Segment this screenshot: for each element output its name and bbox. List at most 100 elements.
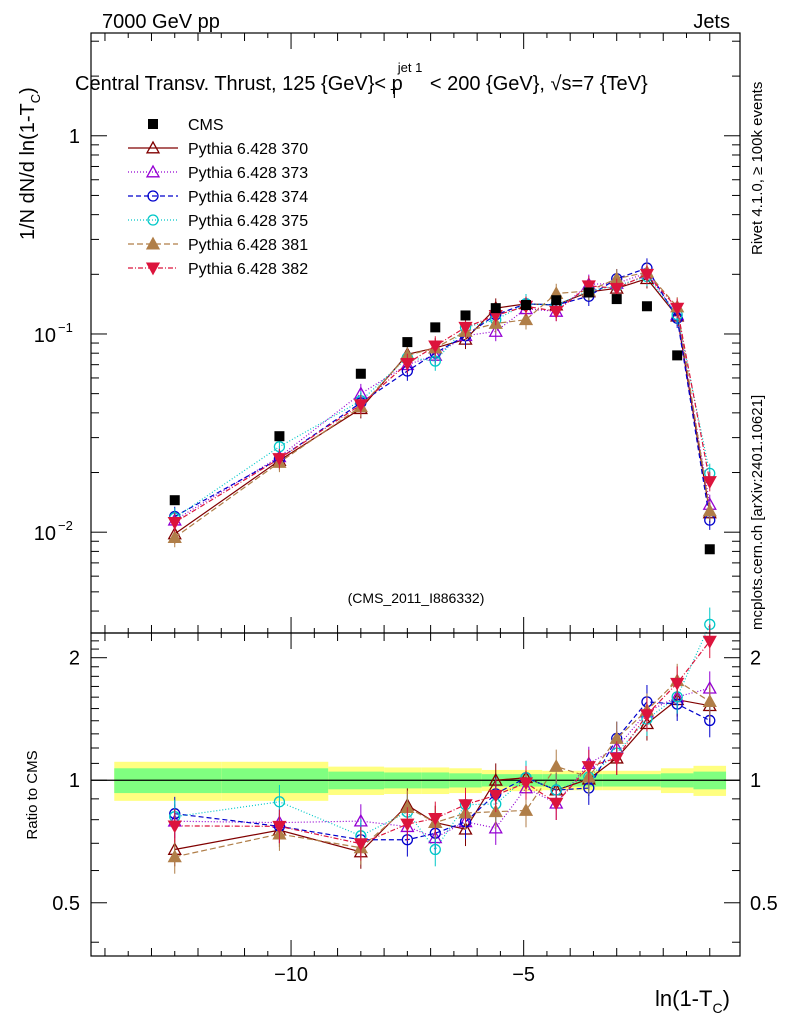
series-line [174,273,711,523]
data-point [702,476,717,489]
chart-title-main: Central Transv. Thrust, 125 {GeV}< p [75,73,403,95]
data-point [428,340,443,354]
data-layer [169,287,715,555]
ratio-point [167,849,182,863]
legend-entry: Pythia 6.428 374 [128,189,308,206]
data-point [400,358,415,371]
data-point [458,321,473,335]
legend-marker [148,119,158,129]
ratio-y-tick-label-right: 2 [750,648,761,670]
x-axis-label: ln(1-TC) [655,986,730,1016]
ratio-point [518,777,534,791]
legend-marker [145,140,161,154]
legend-marker [147,190,159,202]
data-point [702,503,717,517]
legend-entry: Pythia 6.428 375 [128,213,308,230]
cms-data-point [490,303,501,314]
ratio-point [400,818,415,832]
data-point [488,324,503,337]
ratio-point [429,843,441,856]
cms-data-point [611,294,622,305]
mcplots-label: mcplots.cern.ch [arXiv:2401.10621] [749,395,766,630]
ratio-point [609,752,624,766]
data-point [167,530,182,543]
main-y-label-text: 1/N dN/d ln(1-T [17,103,39,240]
legend-entry: Pythia 6.428 382 [128,261,308,278]
ratio-series-line [174,701,711,841]
ratio-point [702,635,717,649]
main-y-axis-label: 1/N dN/d ln(1-TC) [17,87,43,240]
legend-entry: Pythia 6.428 381 [128,236,308,254]
series-layer [167,258,717,874]
legend-label: Pythia 6.428 375 [188,213,308,230]
y-tick-label: 1 [69,126,80,148]
chart-title-tail: < 200 {GeV}, √s=7 {TeV} [424,73,648,95]
cms-data-point [430,322,441,333]
legend: CMS Pythia 6.428 370 Pythia 6.428 373 Pythi… [128,117,308,278]
y-tick-exponent: −2 [58,518,73,533]
ratio-series-line [174,640,711,845]
y-tick-label: 10 [34,325,56,347]
legend-marker [147,214,159,226]
ratio-point [581,761,596,774]
cms-data-point [460,310,471,321]
cms-data-point [520,300,531,311]
legend-marker [145,236,161,250]
cms-data-point [274,431,285,442]
ratio-y-tick-label: 1 [69,770,80,792]
rivet-version-label: Rivet 4.1.0, ≥ 100k events [749,82,766,255]
ratio-y-axis-label: Ratio to CMS [24,750,41,839]
series-line [174,275,711,519]
data-point [639,268,655,282]
legend-label: Pythia 6.428 374 [188,189,308,206]
y-tick-label: 10 [34,523,56,545]
ratio-uncertainty-bands [91,761,740,801]
y-tick-exponent: −1 [58,320,73,335]
ratio-y-tick-label-right: 0.5 [750,893,778,915]
ratio-series-line [174,699,710,853]
legend-label: Pythia 6.428 382 [188,261,308,278]
ratio-point [272,820,287,834]
legend-label: CMS [188,117,224,134]
ratio-point [518,803,534,816]
analysis-label: (CMS_2011_I886332) [348,590,485,606]
data-point [609,282,624,296]
ratio-point [488,789,503,803]
legend-entry: Pythia 6.428 370 [128,140,308,158]
header-process: 7000 GeV pp [102,11,220,33]
ratio-point [428,813,443,826]
data-point [353,399,368,412]
series-line [174,278,711,535]
cms-data-point [402,337,413,348]
header-category: Jets [693,11,730,33]
ratio-point [488,820,503,834]
legend-marker [145,262,161,276]
cms-data-point [583,287,594,298]
legend-label: Pythia 6.428 381 [188,237,308,254]
chart-title-sup: jet 1 [397,60,423,75]
cms-data-point [169,495,180,506]
data-point [518,312,534,326]
ratio-plot-frame [90,632,741,957]
ratio-point [670,677,685,691]
ratio-point [702,694,717,707]
ratio-y-tick-label-right: 1 [750,770,761,792]
cms-data-point [704,544,715,555]
ratio-point [549,797,564,811]
cms-data-point [641,301,652,312]
series-line [174,272,711,521]
ratio-y-tick-label: 2 [69,648,80,670]
series-line [174,267,711,521]
x-tick-label: −10 [274,964,308,986]
ratio-point [273,796,286,808]
main-y-label-sub: C [28,94,43,103]
ratio-point [458,799,473,812]
x-label-tail: ) [723,986,730,1011]
x-label-sub: C [712,1000,722,1016]
cms-data-point [551,295,562,306]
x-label-text: ln(1-T [655,986,712,1011]
chart-title: Central Transv. Thrust, 125 {GeV}< pjet … [75,60,648,101]
data-point [549,305,564,319]
ratio-point [353,838,368,852]
data-point [167,516,182,530]
